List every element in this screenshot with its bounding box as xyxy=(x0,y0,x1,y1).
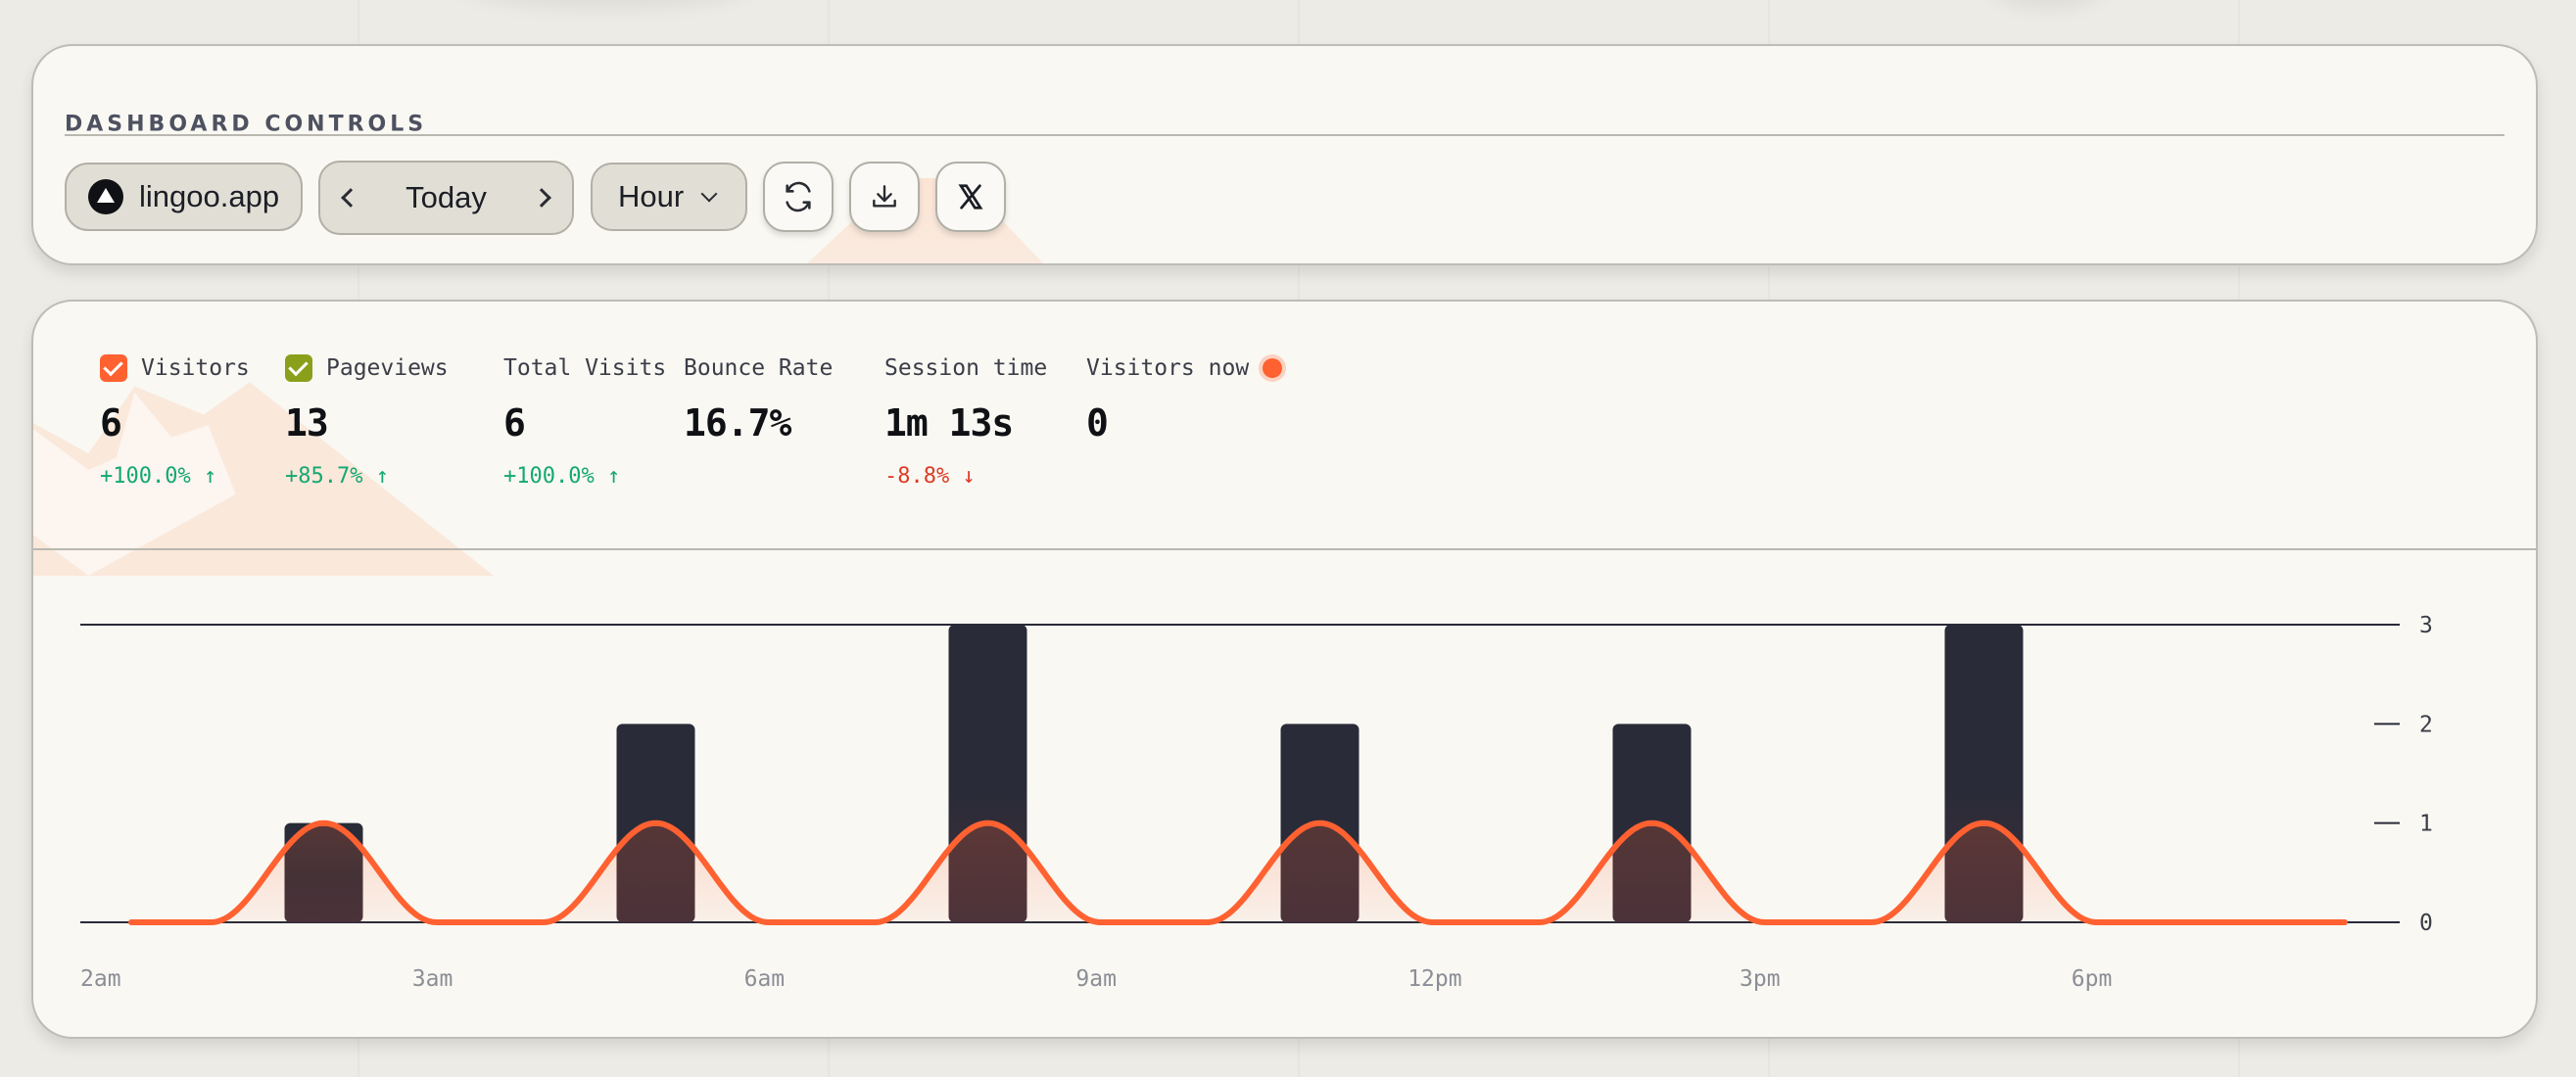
analytics-panel: Visitors 6 +100.0% ↑ Pageviews 13 +85.7%… xyxy=(31,300,2538,1039)
stat-visitors[interactable]: Visitors 6 +100.0% ↑ xyxy=(100,352,250,489)
stat-value: 1m 13s xyxy=(884,401,1014,445)
stat-pageviews[interactable]: Pageviews 13 +85.7% ↑ xyxy=(285,352,449,489)
stat-delta: +100.0% ↑ xyxy=(100,464,217,489)
stat-delta: +85.7% ↑ xyxy=(285,464,389,489)
stat-session-time[interactable]: Session time 1m 13s -8.8% ↓ xyxy=(884,352,1047,489)
interval-dropdown[interactable]: Hour xyxy=(591,163,747,231)
x-tick-label: 3am xyxy=(412,966,453,992)
divider xyxy=(65,134,2504,136)
stat-value: 13 xyxy=(285,401,329,445)
y-tick-label: 1 xyxy=(2419,812,2433,837)
visitors-checkbox[interactable] xyxy=(100,354,127,382)
divider xyxy=(33,548,2536,550)
stat-label: Session time xyxy=(884,355,1048,381)
background-blob xyxy=(460,0,754,10)
stat-label: Bounce Rate xyxy=(684,355,834,381)
share-on-x-button[interactable] xyxy=(935,162,1006,232)
x-tick-label: 2am xyxy=(80,966,121,992)
x-tick-label: 9am xyxy=(1075,966,1117,992)
controls-title: DASHBOARD CONTROLS xyxy=(65,112,428,137)
date-label[interactable]: Today xyxy=(405,180,487,214)
stat-value: 6 xyxy=(100,401,122,445)
triangle-logo-icon xyxy=(88,179,123,214)
stat-visitors-now[interactable]: Visitors now 0 xyxy=(1086,352,1283,445)
dashboard-controls-panel: DASHBOARD CONTROLS lingoo.app Today Hour xyxy=(31,44,2538,265)
x-tick-label: 6am xyxy=(744,966,786,992)
arrow-up-icon: ↑ xyxy=(375,464,389,489)
chevron-down-icon xyxy=(700,185,718,203)
arrow-up-icon: ↑ xyxy=(203,464,217,489)
date-range-selector: Today xyxy=(318,161,574,235)
y-tick-label: 3 xyxy=(2419,613,2433,638)
x-tick-label: 3pm xyxy=(1740,966,1781,992)
download-button[interactable] xyxy=(849,162,920,232)
chevron-right-icon[interactable] xyxy=(532,188,551,208)
live-indicator-icon xyxy=(1263,358,1283,378)
stat-label: Total Visits xyxy=(503,355,667,381)
site-selector[interactable]: lingoo.app xyxy=(65,163,303,231)
stat-bounce-rate[interactable]: Bounce Rate 16.7% xyxy=(684,352,833,445)
stat-value: 16.7% xyxy=(684,401,791,445)
y-tick-label: 2 xyxy=(2419,712,2433,737)
stat-value: 6 xyxy=(503,401,526,445)
x-tick-label: 6pm xyxy=(2072,966,2113,992)
y-tick-label: 0 xyxy=(2419,911,2433,936)
stat-label: Visitors xyxy=(141,355,250,381)
area-fill xyxy=(131,822,2345,922)
chevron-left-icon[interactable] xyxy=(341,188,360,208)
stat-total-visits[interactable]: Total Visits 6 +100.0% ↑ xyxy=(503,352,666,489)
stat-delta: +100.0% ↑ xyxy=(503,464,621,489)
stat-delta: -8.8% ↓ xyxy=(884,464,976,489)
interval-label: Hour xyxy=(618,179,685,213)
download-icon xyxy=(873,185,896,208)
arrow-up-icon: ↑ xyxy=(606,464,621,489)
x-tick-label: 12pm xyxy=(1407,966,1461,992)
arrow-down-icon: ↓ xyxy=(962,464,976,489)
refresh-button[interactable] xyxy=(763,162,834,232)
site-name: lingoo.app xyxy=(139,179,280,213)
stat-label: Visitors now xyxy=(1086,355,1250,381)
area-line[interactable] xyxy=(128,819,2348,925)
stat-label: Pageviews xyxy=(326,355,449,381)
visitors-chart[interactable]: 0 1 2 3 2am 3am 6am 9am 12pm 3pm 6pm xyxy=(33,550,2538,1039)
refresh-icon xyxy=(786,181,811,212)
background-blob xyxy=(1988,0,2106,10)
x-logo-icon xyxy=(958,184,983,210)
stat-value: 0 xyxy=(1086,401,1109,445)
pageviews-checkbox[interactable] xyxy=(285,354,312,382)
